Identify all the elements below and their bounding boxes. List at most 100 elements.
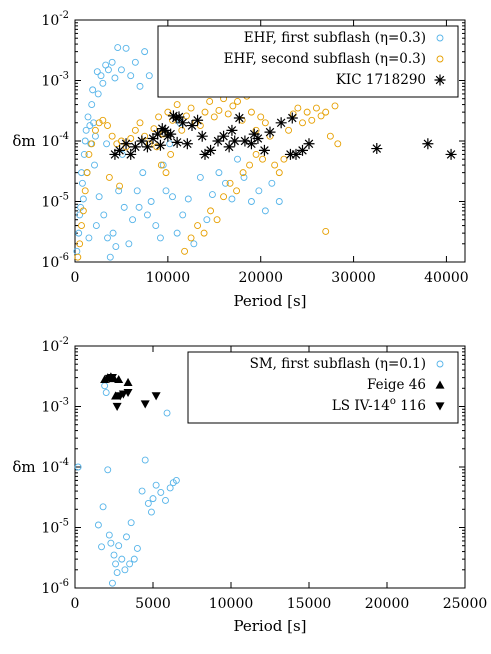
data-point xyxy=(111,74,119,82)
data-point xyxy=(94,90,102,98)
data-point xyxy=(285,126,293,134)
data-point xyxy=(173,229,181,237)
data-point xyxy=(215,106,223,114)
data-point xyxy=(284,148,296,160)
data-point xyxy=(122,44,130,52)
data-point xyxy=(152,481,160,489)
legend-label: EHF, second subflash (η=0.3) xyxy=(224,51,426,67)
data-point xyxy=(181,138,193,150)
data-point xyxy=(121,566,129,574)
data-point xyxy=(261,207,269,215)
data-point xyxy=(233,112,245,124)
data-point xyxy=(156,123,168,135)
y-tick-label: 10-5 xyxy=(41,518,69,537)
data-point xyxy=(162,496,169,504)
data-point xyxy=(317,112,325,120)
data-point xyxy=(181,247,189,255)
data-point xyxy=(445,148,457,160)
x-tick-label: 20000 xyxy=(365,596,410,612)
data-point xyxy=(88,101,96,109)
data-point xyxy=(322,227,330,235)
data-point xyxy=(157,488,165,496)
data-point xyxy=(239,169,247,177)
x-tick-label: 0 xyxy=(71,270,80,286)
data-point xyxy=(162,187,170,195)
y-tick-label: 10-2 xyxy=(41,336,69,355)
data-point xyxy=(299,119,306,127)
data-point xyxy=(147,132,159,144)
data-point xyxy=(200,229,208,237)
data-point xyxy=(109,148,121,160)
data-point xyxy=(252,132,264,144)
data-point xyxy=(104,66,112,74)
data-point xyxy=(294,104,302,112)
data-point xyxy=(182,112,190,120)
data-point xyxy=(229,135,241,147)
data-point xyxy=(203,216,211,224)
data-point xyxy=(127,72,135,80)
data-point xyxy=(205,144,217,156)
data-point xyxy=(213,216,221,224)
y-tick-label: 10-5 xyxy=(41,192,69,211)
y-tick-label: 10-4 xyxy=(41,457,69,476)
legend-marker xyxy=(434,74,446,86)
data-point xyxy=(113,569,121,577)
data-point xyxy=(151,392,161,401)
data-point xyxy=(107,539,115,547)
data-point xyxy=(141,48,149,56)
data-point xyxy=(94,521,102,529)
data-point xyxy=(184,195,192,203)
data-point xyxy=(84,113,92,121)
x-tick-label: 0 xyxy=(71,596,80,612)
data-point xyxy=(199,148,211,160)
data-point xyxy=(221,179,229,187)
data-point xyxy=(290,148,302,160)
data-point xyxy=(104,466,112,474)
y-tick-label: 10-2 xyxy=(41,10,69,29)
legend-label: EHF, first subflash (η=0.3) xyxy=(244,30,426,46)
data-point xyxy=(322,108,330,116)
data-point xyxy=(208,191,216,199)
data-point xyxy=(163,409,171,417)
data-point xyxy=(120,203,128,211)
data-point xyxy=(152,222,160,230)
data-point xyxy=(85,150,93,158)
data-point xyxy=(196,173,204,181)
data-point xyxy=(92,222,100,230)
data-point xyxy=(141,141,153,153)
data-point xyxy=(114,144,126,156)
data-point xyxy=(154,139,166,151)
data-point xyxy=(100,211,108,219)
data-point xyxy=(108,58,116,66)
data-point xyxy=(118,555,126,563)
y-axis-label: δm xyxy=(12,132,35,150)
data-point xyxy=(247,198,255,205)
data-point xyxy=(192,114,204,126)
data-point xyxy=(99,79,107,87)
data-point xyxy=(226,124,238,136)
data-point xyxy=(115,187,123,195)
data-point xyxy=(165,128,177,140)
data-point xyxy=(220,193,228,201)
data-point xyxy=(233,187,241,195)
data-point xyxy=(104,122,111,130)
data-point xyxy=(218,130,230,142)
data-point xyxy=(106,253,114,261)
data-point xyxy=(83,169,91,177)
data-point xyxy=(147,508,155,516)
data-point xyxy=(129,216,137,224)
data-point xyxy=(140,400,150,409)
data-point xyxy=(149,495,157,503)
x-tick-label: 15000 xyxy=(287,596,332,612)
data-point xyxy=(303,108,311,116)
data-point xyxy=(125,148,137,160)
y-tick-label: 10-6 xyxy=(41,252,69,271)
x-axis-label: Period [s] xyxy=(233,292,306,310)
data-point xyxy=(255,187,263,195)
data-point xyxy=(75,229,83,237)
data-point xyxy=(162,169,170,177)
data-point xyxy=(108,132,116,140)
data-point xyxy=(207,207,215,215)
data-point xyxy=(226,179,234,187)
